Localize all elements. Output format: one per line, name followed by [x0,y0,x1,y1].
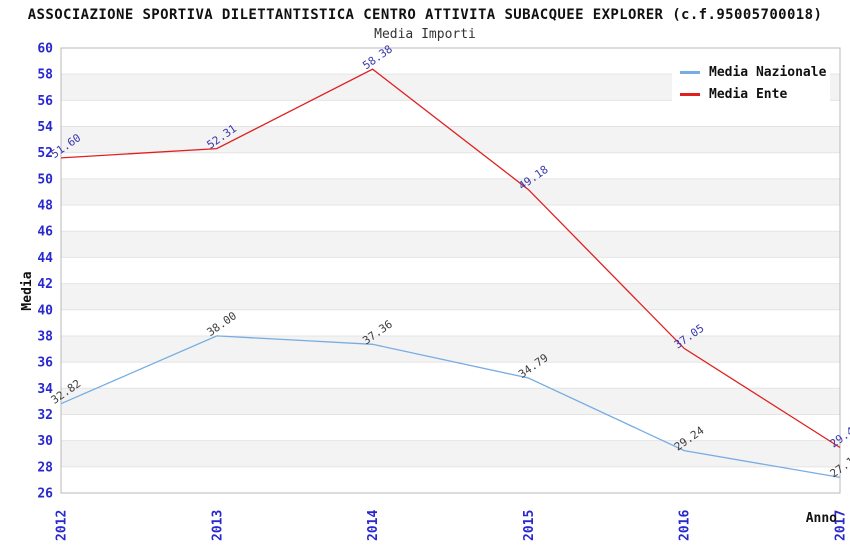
y-tick-label: 44 [37,251,53,266]
y-tick-label: 50 [37,172,53,187]
media-ente-line-swatch [680,92,700,96]
y-tick-label: 32 [37,408,53,423]
y-tick-label: 48 [37,199,53,214]
x-tick-label: 2012 [55,510,70,541]
band [61,309,840,336]
band [61,466,840,493]
y-tick-label: 34 [37,382,53,397]
band [61,205,840,232]
y-tick-label: 28 [37,460,53,475]
legend: Media Nazionale Media Ente [672,54,830,112]
band [61,178,840,206]
band [61,440,840,467]
chart-title: ASSOCIAZIONE SPORTIVA DILETTANTISTICA CE… [27,7,823,23]
legend-item-media-nazionale: Media Nazionale [680,61,826,83]
y-tick-label: 52 [37,146,53,161]
band [61,362,840,389]
media-ente-line [60,68,841,449]
band [61,414,840,441]
x-axis-tick-labels: 2012 2013 2014 2015 2016 2017 [55,510,849,541]
x-axis-title: Anno [806,511,837,526]
plot-border [60,47,841,494]
y-tick-label: 36 [37,356,53,371]
band [61,388,840,415]
band [61,126,840,153]
media-nazionale-line [60,335,841,479]
legend-label-media-nazionale: Media Nazionale [709,64,827,80]
y-tick-label: 38 [37,329,53,344]
y-tick-label: 56 [37,94,53,109]
y-tick-label: 26 [37,487,53,502]
legend-label-media-ente: Media Ente [709,86,788,102]
x-tick-label: 2015 [522,510,537,541]
band [61,335,840,363]
legend-item-media-ente: Media Ente [680,83,820,105]
y-tick-label: 30 [37,434,53,449]
media-nazionale-line-swatch [680,70,700,74]
series-lines [60,68,841,479]
y-tick-label: 58 [37,68,53,83]
band [61,152,840,179]
y-axis-tick-labels: 26 28 30 32 34 36 38 40 42 44 46 48 50 52 54 56 58 60 [37,42,53,502]
band [61,257,840,284]
x-tick-label: 2013 [210,510,225,541]
band [61,231,840,258]
x-tick-label: 2014 [366,510,381,541]
y-axis-title: Media [20,271,35,310]
y-tick-label: 40 [37,303,53,318]
y-tick-label: 46 [37,225,53,240]
chart-subtitle: Media Importi [374,27,476,42]
x-tick-label: 2017 [834,510,849,541]
y-tick-label: 60 [37,42,53,57]
band [61,283,840,310]
x-tick-label: 2016 [678,510,693,541]
y-tick-label: 42 [37,277,53,292]
y-tick-label: 54 [37,120,53,135]
background-bands [61,48,840,493]
